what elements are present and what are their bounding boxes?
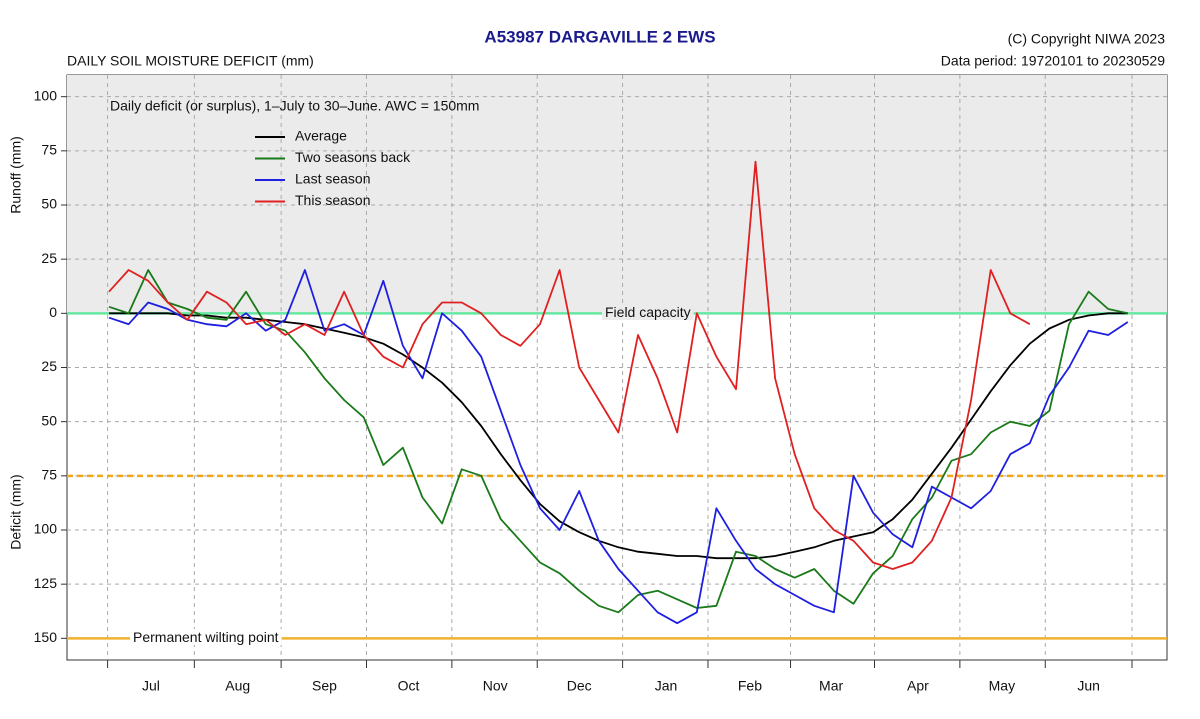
- reference-label: Field capacity: [605, 304, 691, 320]
- y-tick-label: 50: [41, 412, 57, 428]
- y-tick-label: 75: [41, 467, 57, 483]
- reference-label-bg: [602, 304, 694, 321]
- y-tick-label: 100: [34, 87, 58, 103]
- reference-label: Permanent wilting point: [133, 629, 279, 645]
- x-tick-label: Jul: [142, 678, 160, 694]
- data-period: Data period: 19720101 to 20230529: [941, 53, 1165, 69]
- legend-label: Two seasons back: [295, 149, 411, 165]
- x-tick-label: Feb: [738, 678, 762, 694]
- series-line: [108, 269, 1128, 614]
- runoff-zone: [67, 75, 1167, 314]
- x-tick-label: Nov: [483, 678, 508, 694]
- reference-label-bg: [130, 629, 282, 646]
- y-tick-label: 75: [41, 142, 57, 158]
- x-tick-label: May: [989, 678, 1015, 694]
- y-label-top: Runoff (mm): [8, 136, 24, 214]
- x-tick-label: Mar: [819, 678, 843, 694]
- y-tick-label: 25: [41, 358, 57, 374]
- x-tick-label: Aug: [225, 678, 250, 694]
- chart-subtitle: DAILY SOIL MOISTURE DEFICIT (mm): [67, 53, 314, 69]
- legend-label: Average: [295, 128, 347, 144]
- x-tick-label: Apr: [907, 678, 929, 694]
- x-tick-label: Jun: [1077, 678, 1100, 694]
- plot-layer: [67, 75, 1167, 660]
- y-tick-label: 25: [41, 250, 57, 266]
- y-tick-label: 50: [41, 196, 57, 212]
- x-tick-label: Dec: [567, 678, 592, 694]
- x-tick-label: Oct: [398, 678, 420, 694]
- y-tick-label: 150: [34, 629, 58, 645]
- series-line: [108, 269, 1129, 625]
- legend-label: Last season: [295, 171, 371, 187]
- x-tick-label: Jan: [655, 678, 678, 694]
- x-tick-label: Sep: [312, 678, 337, 694]
- y-label-bottom: Deficit (mm): [8, 474, 24, 549]
- legend-label: This season: [295, 192, 370, 208]
- y-tick-label: 100: [34, 521, 58, 537]
- series-line: [108, 160, 1031, 570]
- y-tick-label: 0: [49, 304, 57, 320]
- chart-title: A53987 DARGAVILLE 2 EWS: [484, 27, 715, 46]
- annotation: Daily deficit (or surplus), 1–July to 30…: [110, 98, 479, 114]
- copyright: (C) Copyright NIWA 2023: [1008, 31, 1166, 47]
- y-tick-label: 125: [34, 575, 58, 591]
- series-line: [109, 312, 1128, 560]
